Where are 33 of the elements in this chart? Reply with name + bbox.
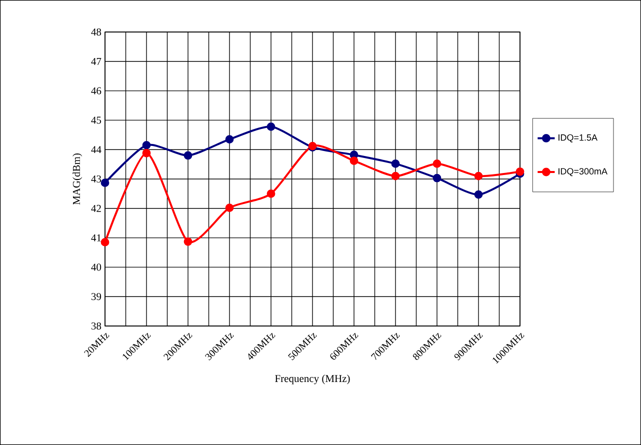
y-tick-label: 44 — [91, 146, 102, 154]
y-axis-title: MAG(dBm) — [72, 154, 82, 205]
y-tick-label: 38 — [91, 322, 102, 330]
point — [391, 160, 400, 168]
point — [432, 174, 442, 182]
y-tick-label: 46 — [91, 87, 102, 94]
point — [225, 135, 234, 144]
point — [142, 148, 151, 158]
point — [266, 122, 276, 131]
point — [391, 172, 400, 180]
legend-label: IDQ=1.5A — [558, 134, 598, 142]
y-tick-label: 45 — [91, 116, 102, 124]
y-tick-label: 41 — [91, 234, 101, 242]
point — [225, 204, 234, 212]
point — [100, 178, 110, 188]
y-tick-label: 42 — [91, 204, 101, 212]
y-tick-label: 48 — [91, 28, 102, 36]
y-tick-label: 40 — [91, 264, 102, 271]
point — [100, 238, 110, 246]
point — [350, 156, 358, 165]
point — [474, 190, 483, 199]
legend-label: IDQ=300mA — [558, 168, 608, 176]
point — [184, 237, 192, 246]
y-tick-label: 39 — [91, 293, 102, 300]
y-tick-label: 47 — [91, 58, 102, 65]
y-tick-label: 43 — [91, 175, 102, 183]
point — [142, 140, 151, 150]
point — [184, 151, 192, 160]
point — [474, 172, 483, 180]
point — [266, 189, 276, 198]
point — [432, 160, 442, 168]
point — [516, 167, 524, 176]
x-axis-title: Frequency (MHz) — [275, 374, 350, 384]
